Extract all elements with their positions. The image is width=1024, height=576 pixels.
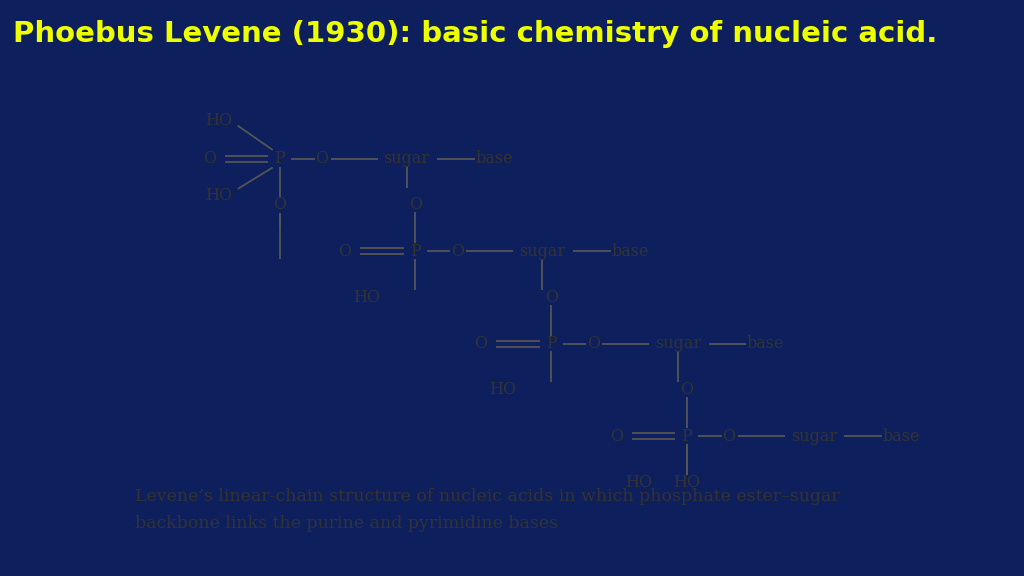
Text: P: P — [546, 335, 556, 352]
Text: O: O — [203, 150, 216, 167]
Text: O: O — [451, 242, 464, 260]
Text: HO: HO — [489, 381, 516, 399]
Text: base: base — [475, 150, 513, 167]
Text: HO: HO — [205, 112, 232, 129]
Text: P: P — [274, 150, 285, 167]
Text: O: O — [339, 242, 351, 260]
Text: O: O — [409, 196, 422, 214]
Text: sugar: sugar — [384, 150, 430, 167]
Text: base: base — [611, 242, 648, 260]
Text: O: O — [545, 289, 558, 306]
Text: sugar: sugar — [791, 427, 837, 445]
Text: sugar: sugar — [655, 335, 701, 352]
Text: HO: HO — [353, 289, 381, 306]
Text: backbone links the purine and pyrimidine bases: backbone links the purine and pyrimidine… — [135, 516, 558, 532]
Text: Phoebus Levene (1930): basic chemistry of nucleic acid.: Phoebus Levene (1930): basic chemistry o… — [13, 20, 938, 48]
Text: P: P — [682, 427, 692, 445]
Text: HO: HO — [205, 187, 232, 204]
Text: P: P — [410, 242, 421, 260]
Text: HO: HO — [625, 474, 652, 491]
Text: O: O — [273, 196, 287, 214]
Text: HO: HO — [674, 474, 700, 491]
Text: O: O — [680, 381, 693, 399]
Text: O: O — [474, 335, 487, 352]
Text: base: base — [746, 335, 784, 352]
Text: O: O — [722, 427, 735, 445]
Text: Levene’s linear-chain structure of nucleic acids in which phosphate ester–sugar: Levene’s linear-chain structure of nucle… — [135, 488, 840, 506]
Text: O: O — [587, 335, 600, 352]
Text: sugar: sugar — [519, 242, 565, 260]
Text: base: base — [883, 427, 921, 445]
Text: O: O — [315, 150, 329, 167]
Text: O: O — [610, 427, 623, 445]
